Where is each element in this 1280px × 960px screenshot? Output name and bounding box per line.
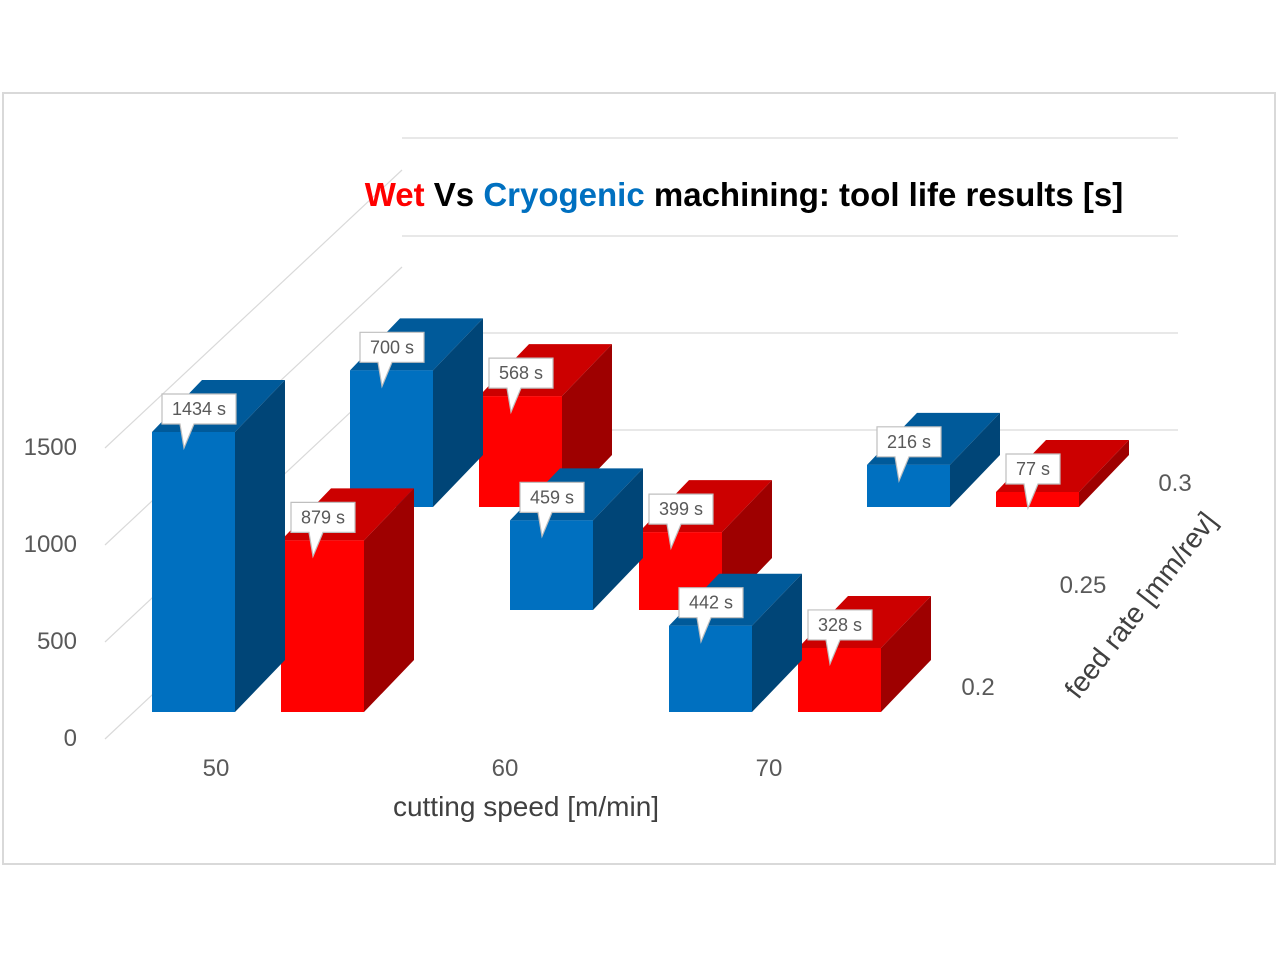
depth-axis-title: feed rate [mm/rev] [1058,506,1222,704]
callout-box [519,481,585,539]
data-label: 879 s [290,501,356,559]
bar-front-face [996,492,1079,507]
callout-box [1005,453,1061,511]
y-tick-label: 500 [37,628,77,655]
data-label: 77 s [1005,453,1061,511]
bar-wet-50-0.2 [281,488,414,712]
data-label-text: 879 s [301,507,345,527]
bar-side-face [433,318,483,507]
bar-side-face [562,344,612,507]
data-label-text: 77 s [1016,459,1050,479]
data-label: 216 s [876,426,942,483]
data-label-text: 568 s [499,363,543,383]
bar-front-face [350,370,433,507]
bar-front-face [281,540,364,712]
bar-side-face [950,412,1000,507]
data-label-text: 399 s [659,499,703,519]
bar-front-face [510,520,593,610]
y-axis-ticks: 0 500 1000 1500 [24,434,77,752]
x-tick-label: 50 [203,755,230,782]
callout-box [678,587,744,644]
bar-front-face [798,647,881,712]
bars [152,318,1129,712]
bar-front-face [152,432,235,712]
callout-box [161,393,237,451]
data-label: 568 s [488,357,554,415]
y-tick-label: 1500 [24,434,77,461]
y-tick-label: 1000 [24,531,77,558]
callout-box [290,501,356,559]
bar-cryogenic-50-0.2 [152,380,285,712]
y-tick-label: 0 [64,725,77,752]
callout-box [807,609,873,667]
depth-tick-label: 0.2 [961,674,994,701]
x-axis-ticks: 50 60 70 [203,755,783,782]
data-label-text: 328 s [818,615,862,635]
data-label-text: 700 s [370,337,414,357]
data-label: 328 s [807,609,873,667]
bar-side-face [752,573,802,712]
data-label: 399 s [648,493,714,551]
bar-front-face [669,625,752,712]
bar-side-face [881,595,931,712]
title-part: machining: tool life results [s] [645,176,1124,213]
data-labels: 77 s 216 s 568 s 700 s 399 s 459 s 328 s 442 s 8… [161,331,1061,667]
x-axis-title: cutting speed [m/min] [393,791,659,822]
data-label: 442 s [678,587,744,644]
data-label: 1434 s [161,393,237,451]
callout-box [488,357,554,415]
x-tick-label: 60 [492,755,519,782]
data-label-text: 442 s [689,593,733,613]
data-label-text: 1434 s [172,399,226,419]
bar-side-face [1079,440,1129,507]
depth-tick-label: 0.3 [1158,470,1191,497]
title-part: Cryogenic [483,176,644,213]
chart-title: Wet Vs Cryogenic machining: tool life re… [365,176,1124,213]
data-label: 459 s [519,481,585,539]
title-part: Vs [425,176,484,213]
bar-front-face [867,464,950,507]
data-label-text: 216 s [887,432,931,452]
data-label: 700 s [359,331,425,389]
depth-tick-label: 0.25 [1060,572,1107,599]
callout-box [648,493,714,551]
data-label-text: 459 s [530,487,574,507]
title-part: Wet [365,176,425,213]
gridline-diagonal [104,169,403,449]
depth-axis-ticks: 0.2 0.25 0.3 [961,470,1191,701]
callout-box [876,426,942,483]
bar-side-face [364,488,414,712]
bar-side-face [593,468,643,610]
callout-box [359,331,425,389]
x-tick-label: 70 [756,755,783,782]
bar-side-face [235,380,285,712]
